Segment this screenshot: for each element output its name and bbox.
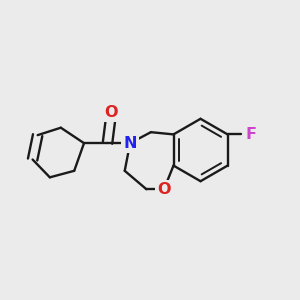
Text: F: F [246, 127, 257, 142]
Text: O: O [105, 105, 118, 120]
Text: N: N [123, 136, 137, 151]
Text: O: O [157, 182, 171, 197]
